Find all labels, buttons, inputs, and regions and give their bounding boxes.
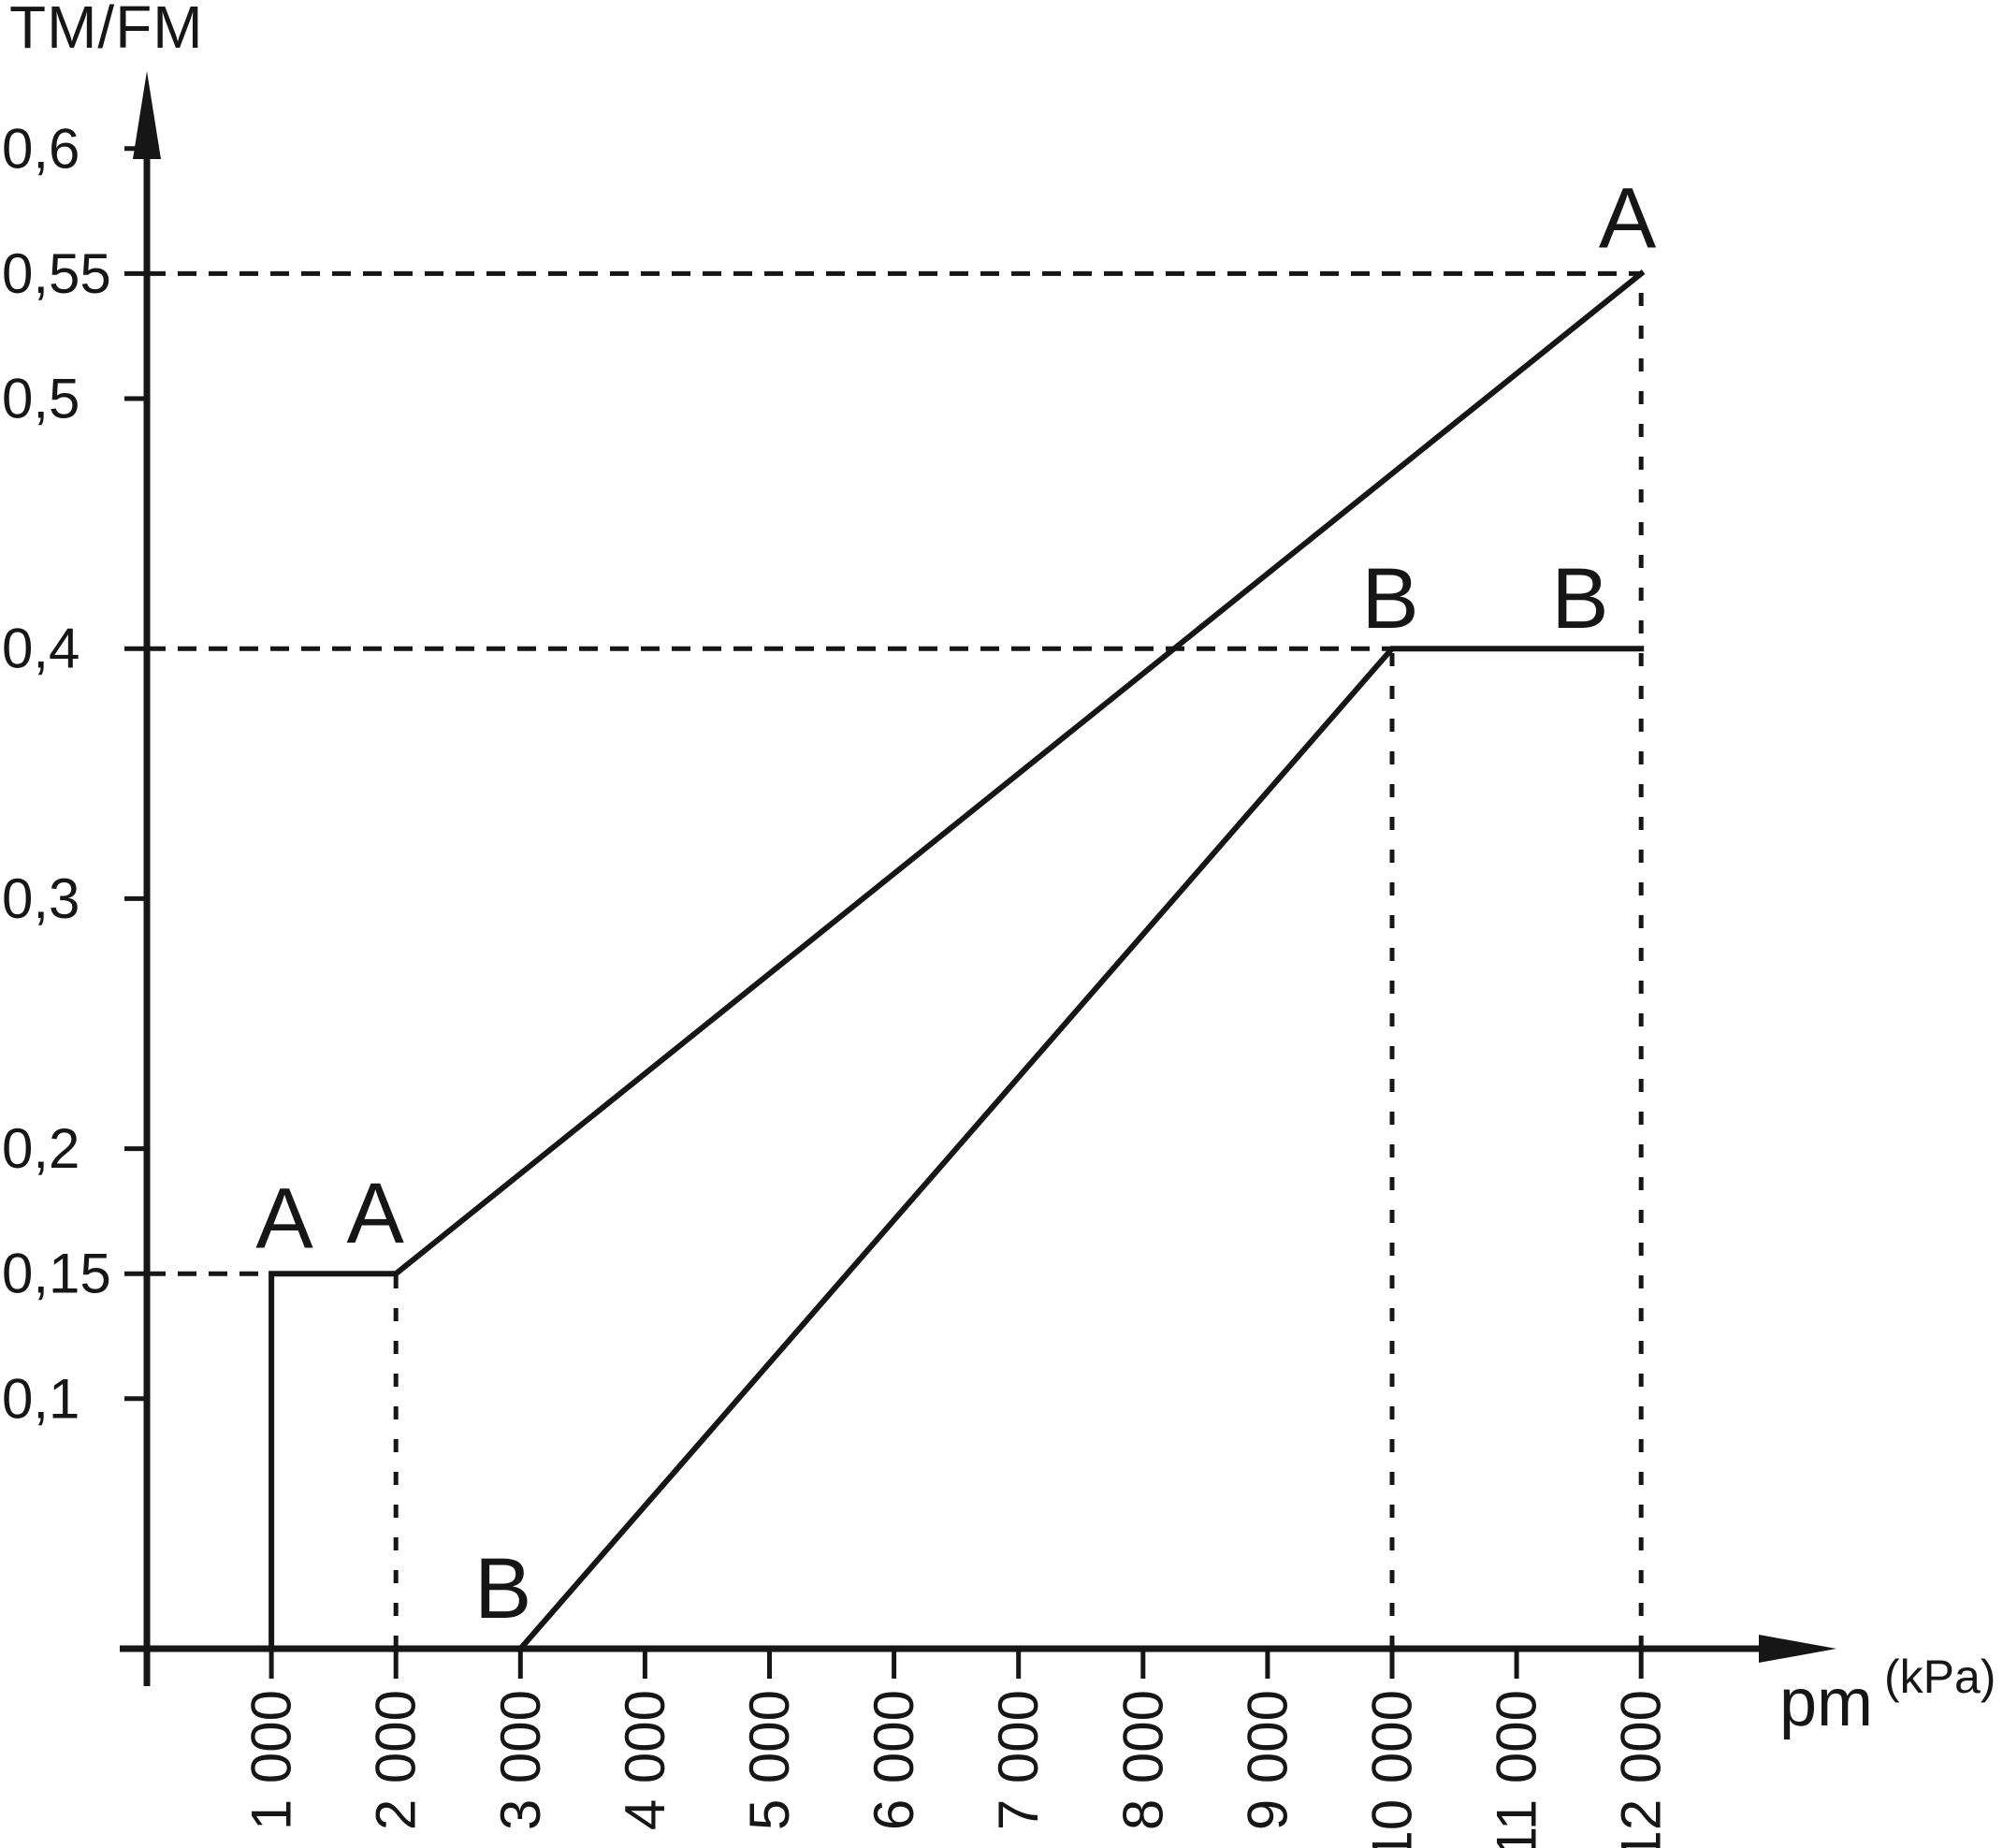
x-tick-label-7 000: 7 000	[987, 1690, 1050, 1830]
y-tick-label-0,1: 0,1	[2, 1367, 80, 1430]
x-tick-label-5 000: 5 000	[738, 1690, 801, 1830]
x-axis-unit: (kPa)	[1884, 1651, 1996, 1703]
x-tick-label-4 000: 4 000	[614, 1690, 676, 1830]
annotation-label-A-2: A	[1599, 171, 1657, 267]
annotation-label-B-3: B	[474, 1541, 531, 1637]
curve-A	[269, 269, 1646, 1652]
y-tick-label-0,6: 0,6	[2, 117, 80, 180]
annotation-label-A-0: A	[255, 1171, 313, 1266]
y-axis-title: TM/FM	[9, 0, 204, 61]
x-tick-label-6 000: 6 000	[863, 1690, 925, 1830]
x-tick-label-1 000: 1 000	[240, 1690, 303, 1830]
annotation-label-B-5: B	[1551, 551, 1608, 647]
y-tick-label-0,5: 0,5	[2, 368, 80, 430]
x-tick-label-9 000: 9 000	[1236, 1690, 1299, 1830]
x-axis-label: pm	[1779, 1666, 1874, 1740]
y-tick-label-0,2: 0,2	[2, 1117, 80, 1180]
annotation-label-B-4: B	[1361, 551, 1418, 647]
x-tick-label-11 000: 11 000	[1486, 1690, 1548, 1848]
x-tick-label-3 000: 3 000	[489, 1690, 552, 1830]
y-tick-label-0,4: 0,4	[2, 618, 80, 680]
x-tick-label-12 000: 12 000	[1610, 1690, 1673, 1848]
y-tick-label-0,55: 0,55	[2, 242, 111, 305]
curve-B	[516, 646, 1645, 1653]
x-axis-arrowhead	[1759, 1635, 1836, 1663]
x-tick-label-8 000: 8 000	[1111, 1690, 1174, 1830]
y-tick-label-0,3: 0,3	[2, 867, 80, 930]
annotation-label-A-1: A	[347, 1166, 405, 1261]
x-tick-label-10 000: 10 000	[1361, 1690, 1424, 1848]
y-axis-arrowhead	[133, 71, 161, 159]
x-tick-label-2 000: 2 000	[365, 1690, 428, 1830]
y-tick-label-0,15: 0,15	[2, 1243, 111, 1305]
